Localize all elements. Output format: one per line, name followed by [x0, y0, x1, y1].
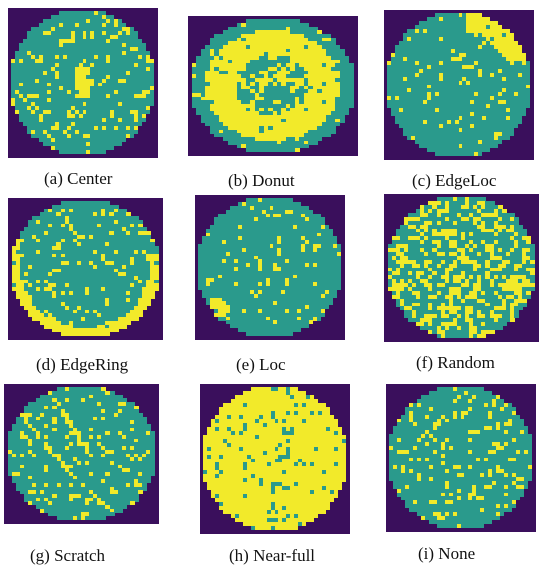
wafer-map-random — [384, 194, 539, 342]
caption-loc: (e) Loc — [236, 355, 286, 374]
wafer-map-none — [386, 384, 536, 532]
caption-edgeloc: (c) EdgeLoc — [412, 171, 497, 190]
wafer-map-loc — [195, 195, 345, 340]
caption-scratch: (g) Scratch — [30, 546, 106, 565]
caption-edgering: (d) EdgeRing — [36, 355, 129, 374]
caption-random: (f) Random — [416, 353, 495, 372]
wafer-map-near-full — [200, 384, 350, 534]
wafer-map-center — [8, 8, 158, 158]
caption-none: (i) None — [418, 544, 476, 563]
wafer-map-edgeloc — [384, 10, 534, 160]
caption-center: (a) Center — [44, 169, 113, 188]
wafer-map-donut — [188, 16, 358, 156]
caption-near-full: (h) Near-full — [229, 546, 316, 565]
caption-donut: (b) Donut — [228, 171, 295, 190]
wafer-map-edgering — [8, 198, 163, 340]
wafer-map-scratch — [4, 384, 159, 524]
